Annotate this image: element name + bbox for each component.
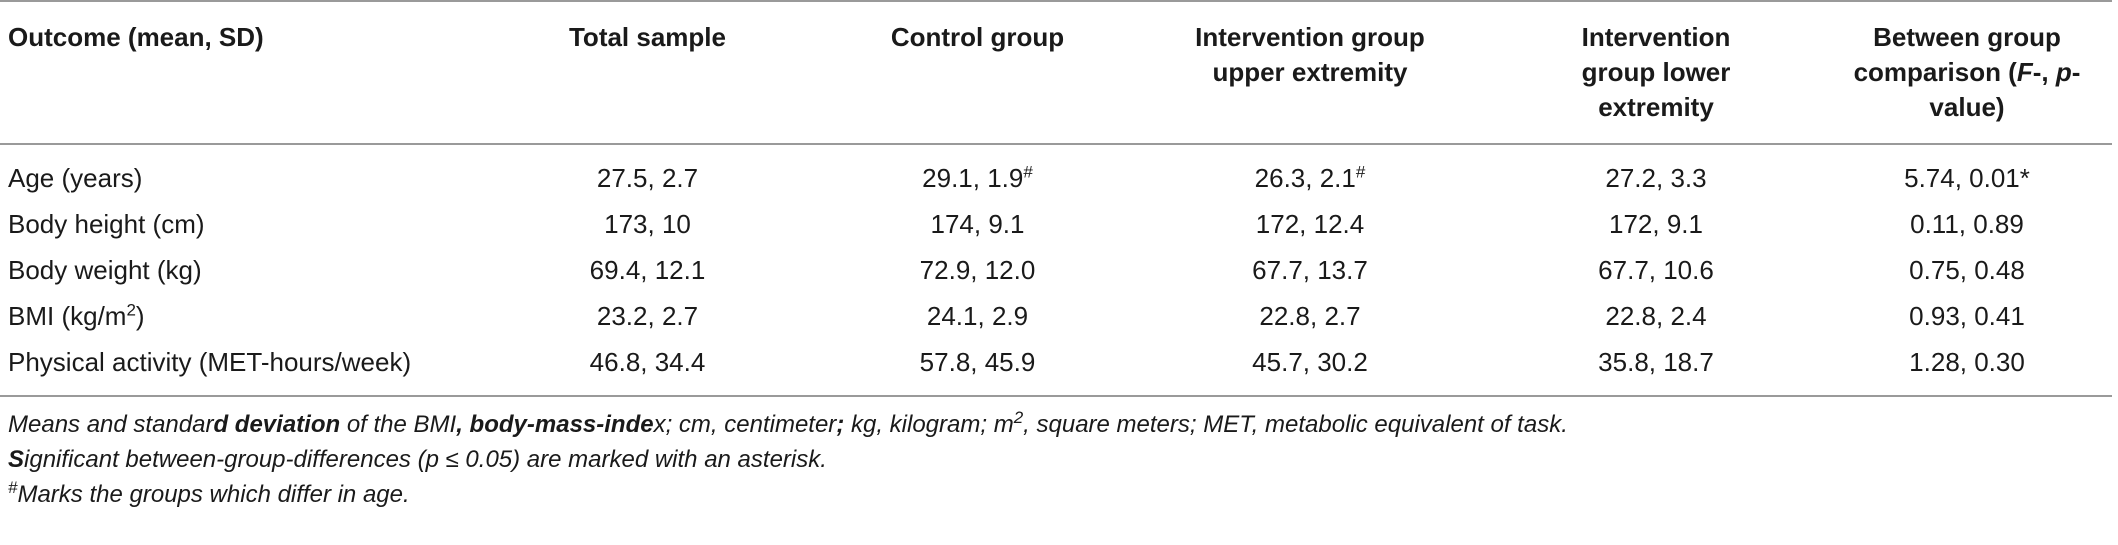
header-outcome: Outcome (mean, SD) — [8, 22, 264, 52]
footnote-age-mark: #Marks the groups which differ in age. — [8, 477, 2110, 512]
header-between-group-f: F — [2016, 57, 2033, 87]
fn2-a: S — [8, 446, 25, 473]
table-row: BMI (kg/m2) 23.2, 2.7 24.1, 2.9 22.8, 2.… — [0, 293, 2112, 339]
cell-comparison: 5.74, 0.01* — [1904, 163, 2030, 193]
fn1-h: , square meters; MET, metabolic equivale… — [1023, 411, 1568, 438]
fn1-f: ; — [836, 411, 845, 438]
fn1-e: x; cm, centimeter — [653, 411, 837, 438]
cell-total: 173, 10 — [604, 209, 691, 239]
row-label: Body weight (kg) — [8, 255, 202, 285]
age-difference-mark: # — [1023, 162, 1033, 182]
cell-comparison: 0.75, 0.48 — [1909, 255, 2025, 285]
header-intervention-lower: Intervention group lower extremity — [1490, 1, 1822, 144]
footnote-significance: Significant between-group-differences (p… — [8, 442, 2110, 477]
header-intervention-upper: Intervention group upper extremity — [1130, 1, 1490, 144]
cell-lower: 35.8, 18.7 — [1598, 347, 1714, 377]
header-control-group: Control group — [890, 22, 1065, 52]
demographics-table: Outcome (mean, SD) Total sample Control … — [0, 1, 2112, 396]
fn2-b: ignificant between-group-differences (p … — [24, 446, 827, 473]
fn3-mark: # — [8, 478, 18, 497]
cell-upper: 67.7, 13.7 — [1252, 255, 1368, 285]
header-between-group-a: Between group comparison ( — [1853, 22, 2061, 87]
cell-comparison: 0.93, 0.41 — [1909, 301, 2025, 331]
cell-control: 57.8, 45.9 — [919, 347, 1036, 377]
row-label-text: BMI (kg/m — [8, 301, 127, 331]
cell-lower: 172, 9.1 — [1609, 209, 1703, 239]
row-label: Body height (cm) — [8, 209, 205, 239]
header-between-group: Between group comparison (F-, p-value) — [1822, 1, 2112, 144]
cell-upper: 22.8, 2.7 — [1259, 301, 1361, 331]
row-label-sup: 2 — [126, 300, 136, 320]
cell-lower: 67.7, 10.6 — [1598, 255, 1714, 285]
table-row: Age (years) 27.5, 2.7 29.1, 1.9# 26.3, 2… — [0, 144, 2112, 201]
header-intervention-lower-text: Intervention group lower extremity — [1581, 22, 1731, 122]
cell-control-value: 29.1, 1.9 — [922, 163, 1024, 193]
cell-upper: 172, 12.4 — [1255, 209, 1365, 239]
age-difference-mark: # — [1355, 162, 1366, 182]
cell-lower: 22.8, 2.4 — [1605, 301, 1707, 331]
table-row: Physical activity (MET-hours/week) 46.8,… — [0, 339, 2112, 396]
table-header-row: Outcome (mean, SD) Total sample Control … — [0, 1, 2112, 144]
cell-total: 23.2, 2.7 — [596, 301, 699, 331]
cell-upper-value: 26.3, 2.1 — [1254, 163, 1356, 193]
table-footnotes: Means and standard deviation of the BMI,… — [0, 397, 2118, 512]
cell-comparison: 0.11, 0.89 — [1910, 209, 2024, 239]
cell-control: 24.1, 2.9 — [926, 301, 1029, 331]
header-between-group-p: p — [2055, 57, 2072, 87]
fn1-a: Means and standar — [8, 411, 214, 438]
footnote-abbreviations: Means and standard deviation of the BMI,… — [8, 407, 2110, 442]
fn1-d: , body-mass-inde — [456, 411, 654, 438]
fn1-g: kg, kilogram; m — [844, 411, 1014, 438]
row-label: Physical activity (MET-hours/week) — [8, 347, 412, 377]
header-between-group-b: -, — [2032, 57, 2056, 87]
header-intervention-upper-text: Intervention group upper extremity — [1195, 22, 1425, 87]
cell-control: 174, 9.1 — [930, 209, 1025, 239]
fn1-sup: 2 — [1013, 408, 1024, 427]
table-row: Body height (cm) 173, 10 174, 9.1 172, 1… — [0, 201, 2112, 247]
cell-lower: 27.2, 3.3 — [1605, 163, 1707, 193]
header-total-sample: Total sample — [568, 22, 726, 52]
cell-upper: 26.3, 2.1# — [1130, 144, 1490, 201]
fn3-text: Marks the groups which differ in age. — [17, 481, 410, 508]
cell-control: 72.9, 12.0 — [919, 255, 1036, 285]
row-label-end: ) — [135, 301, 145, 331]
fn1-b: d deviation — [213, 411, 347, 438]
cell-comparison: 1.28, 0.30 — [1909, 347, 2025, 377]
cell-upper: 45.7, 30.2 — [1252, 347, 1368, 377]
cell-control: 29.1, 1.9# — [825, 144, 1130, 201]
table-row: Body weight (kg) 69.4, 12.1 72.9, 12.0 6… — [0, 247, 2112, 293]
cell-total: 69.4, 12.1 — [589, 255, 706, 285]
cell-total: 27.5, 2.7 — [596, 163, 699, 193]
row-label: Age (years) — [8, 163, 143, 193]
header-between-group-c: -value) — [1929, 57, 2081, 122]
cell-total: 46.8, 34.4 — [589, 347, 706, 377]
table-figure: Outcome (mean, SD) Total sample Control … — [0, 1, 2118, 512]
row-label: BMI (kg/m2) — [0, 293, 470, 339]
fn1-c: of the BMI — [346, 411, 457, 438]
